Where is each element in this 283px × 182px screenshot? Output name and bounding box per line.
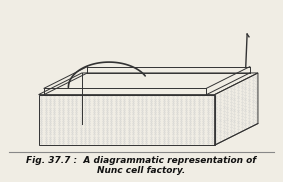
Text: Fig. 37.7 :  A diagrammatic representation of: Fig. 37.7 : A diagrammatic representatio… — [26, 156, 257, 165]
Text: Nunc cell factory.: Nunc cell factory. — [97, 166, 186, 175]
